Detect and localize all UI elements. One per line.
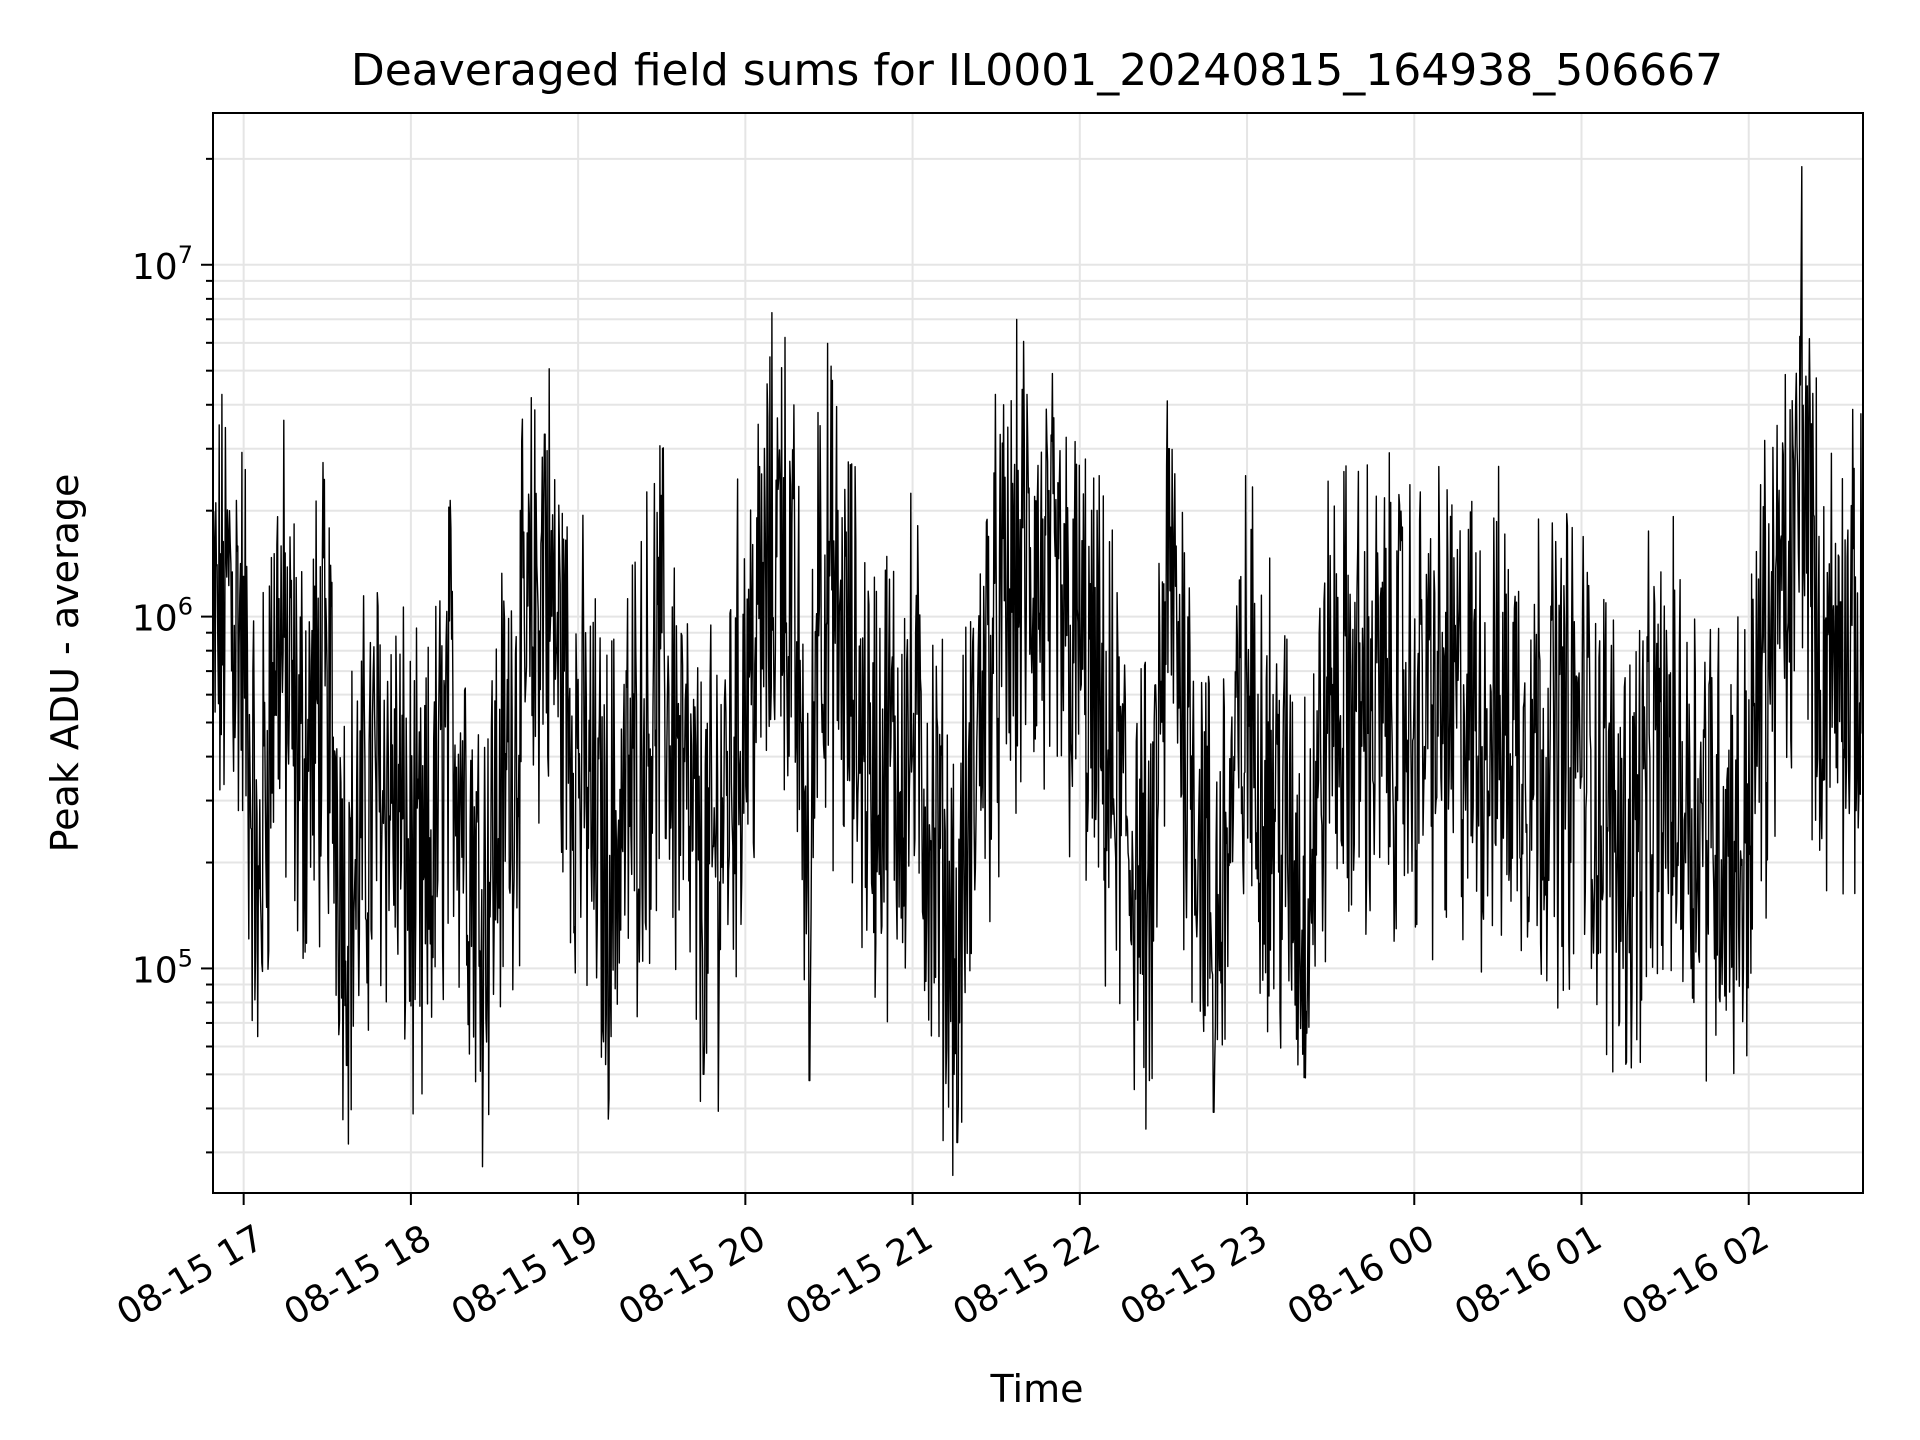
chart-title: Deaveraged field sums for IL0001_2024081…	[351, 45, 1723, 96]
y-axis-label: Peak ADU - average	[43, 474, 87, 853]
y-tick-exponent: 7	[178, 241, 193, 269]
y-tick-label: 107	[132, 241, 193, 288]
x-axis-label: Time	[990, 1367, 1084, 1411]
series-line	[212, 166, 1864, 1177]
y-tick-exponent: 6	[178, 593, 193, 621]
y-tick-label: 106	[132, 593, 193, 640]
y-tick-base: 10	[132, 599, 178, 640]
grid	[213, 113, 1863, 1193]
y-tick-exponent: 5	[178, 944, 193, 972]
series-layer	[212, 166, 1864, 1177]
y-tick-label: 105	[132, 944, 193, 991]
y-tick-base: 10	[132, 247, 178, 288]
plot-frame	[212, 112, 1864, 1194]
y-tick-base: 10	[132, 950, 178, 991]
